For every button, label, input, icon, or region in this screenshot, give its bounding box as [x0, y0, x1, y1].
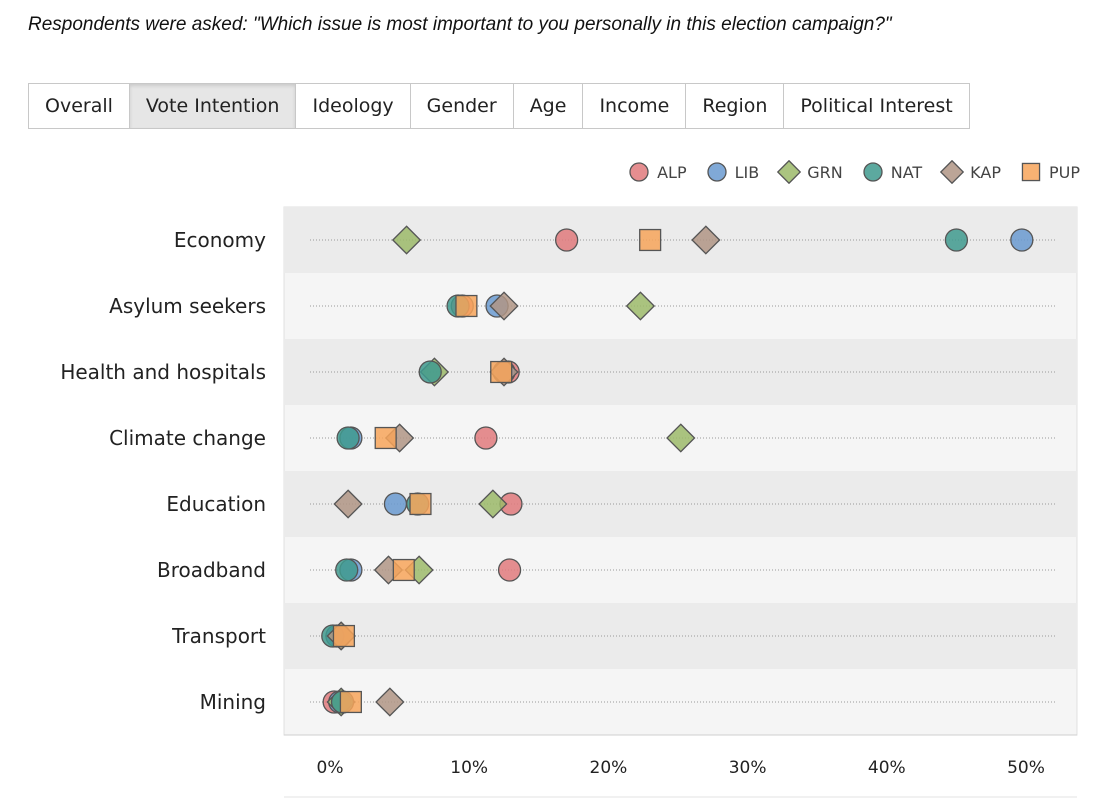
chart-legend: ALP LIB GRN NAT KAP PUP [609, 158, 1080, 186]
data-point-pup[interactable] [374, 426, 397, 450]
category-label: Transport [171, 624, 266, 648]
legend-item-nat[interactable]: NAT [861, 160, 922, 184]
category-label: Mining [200, 690, 266, 714]
legend-label: PUP [1048, 162, 1080, 182]
data-point-alp[interactable] [474, 426, 498, 450]
x-tick-label: 50% [1007, 758, 1045, 778]
tab-political-interest[interactable]: Political Interest [800, 95, 953, 117]
data-point-grn[interactable] [391, 225, 422, 255]
legend-marker[interactable] [1021, 162, 1041, 182]
tab-overall[interactable]: Overall [29, 84, 130, 128]
legend-swatch-alp-icon [629, 162, 649, 182]
data-point-pup[interactable] [490, 360, 513, 384]
data-point-kap[interactable] [333, 489, 363, 519]
data-point-pup[interactable] [332, 624, 356, 648]
data-point-lib[interactable] [383, 492, 408, 516]
dot-plot-chart: Economy Asylum seekers Health and hospital… [60, 206, 1078, 798]
data-point-kap[interactable] [489, 291, 519, 321]
data-point-grn[interactable] [625, 291, 656, 321]
legend-swatch-grn-icon [777, 160, 802, 184]
tab-region[interactable]: Region [686, 84, 785, 128]
data-point-lib[interactable] [1010, 228, 1034, 252]
legend-item-lib[interactable]: LIB [705, 160, 760, 184]
data-point-pup[interactable] [392, 558, 415, 582]
data-point-alp[interactable] [554, 228, 579, 252]
data-point-kap[interactable] [691, 225, 721, 255]
category-label: Education [166, 492, 266, 516]
category-label: Economy [174, 228, 266, 252]
legend-marker[interactable] [629, 162, 649, 182]
x-tick-label: 40% [868, 758, 906, 778]
row-band [284, 603, 1077, 669]
data-point-alp[interactable] [497, 558, 522, 582]
x-tick-label: 30% [729, 758, 767, 778]
legend-item-grn[interactable]: GRN [777, 160, 843, 184]
legend-label: GRN [807, 162, 843, 182]
tab-ideology[interactable]: Ideology [296, 84, 411, 128]
data-point-pup[interactable] [409, 492, 432, 516]
data-point-pup[interactable] [339, 690, 362, 714]
legend-item-kap[interactable]: KAP [940, 160, 1001, 184]
category-label: Asylum seekers [109, 294, 266, 318]
survey-question: Respondents were asked: "Which issue is … [28, 14, 892, 35]
data-point-pup[interactable] [455, 294, 478, 318]
category-label: Climate change [109, 426, 266, 450]
legend-label: KAP [970, 162, 1001, 182]
category-label: Broadband [157, 558, 266, 582]
legend-marker[interactable] [940, 160, 965, 184]
data-point-nat[interactable] [335, 558, 359, 582]
data-point-grn[interactable] [478, 489, 508, 519]
legend-swatch-lib-icon [706, 162, 727, 182]
x-tick-label: 20% [590, 758, 628, 778]
data-point-grn[interactable] [666, 423, 696, 453]
legend-swatch-kap-icon [940, 160, 965, 184]
legend-label: NAT [890, 162, 923, 182]
data-point-nat[interactable] [336, 426, 360, 450]
data-point-nat[interactable] [418, 360, 442, 384]
tab-vote-intention[interactable]: Vote Intention [129, 84, 297, 128]
row-band [284, 339, 1077, 405]
legend-item-pup[interactable]: PUP [1019, 160, 1080, 184]
data-point-nat[interactable] [944, 228, 969, 252]
x-tick-label: 10% [450, 758, 488, 778]
tab-income[interactable]: Income [583, 84, 687, 128]
x-tick-label: 0% [317, 758, 344, 778]
category-label: Health and hospitals [60, 360, 266, 384]
legend-swatch-pup-icon [1021, 162, 1041, 182]
tab-gender[interactable]: Gender [411, 84, 514, 128]
legend-marker[interactable] [863, 162, 883, 182]
legend-label: LIB [734, 162, 760, 182]
data-point-pup[interactable] [639, 228, 662, 252]
legend-marker[interactable] [706, 162, 727, 182]
data-point-kap[interactable] [375, 687, 405, 717]
breakdown-tabs: Overall Vote Intention Ideology Gender Age In… [28, 83, 970, 129]
legend-label: ALP [657, 162, 687, 182]
legend-marker[interactable] [777, 160, 802, 184]
legend-item-alp[interactable]: ALP [627, 160, 687, 184]
tab-age[interactable]: Age [514, 84, 584, 128]
legend-swatch-nat-icon [863, 162, 883, 182]
